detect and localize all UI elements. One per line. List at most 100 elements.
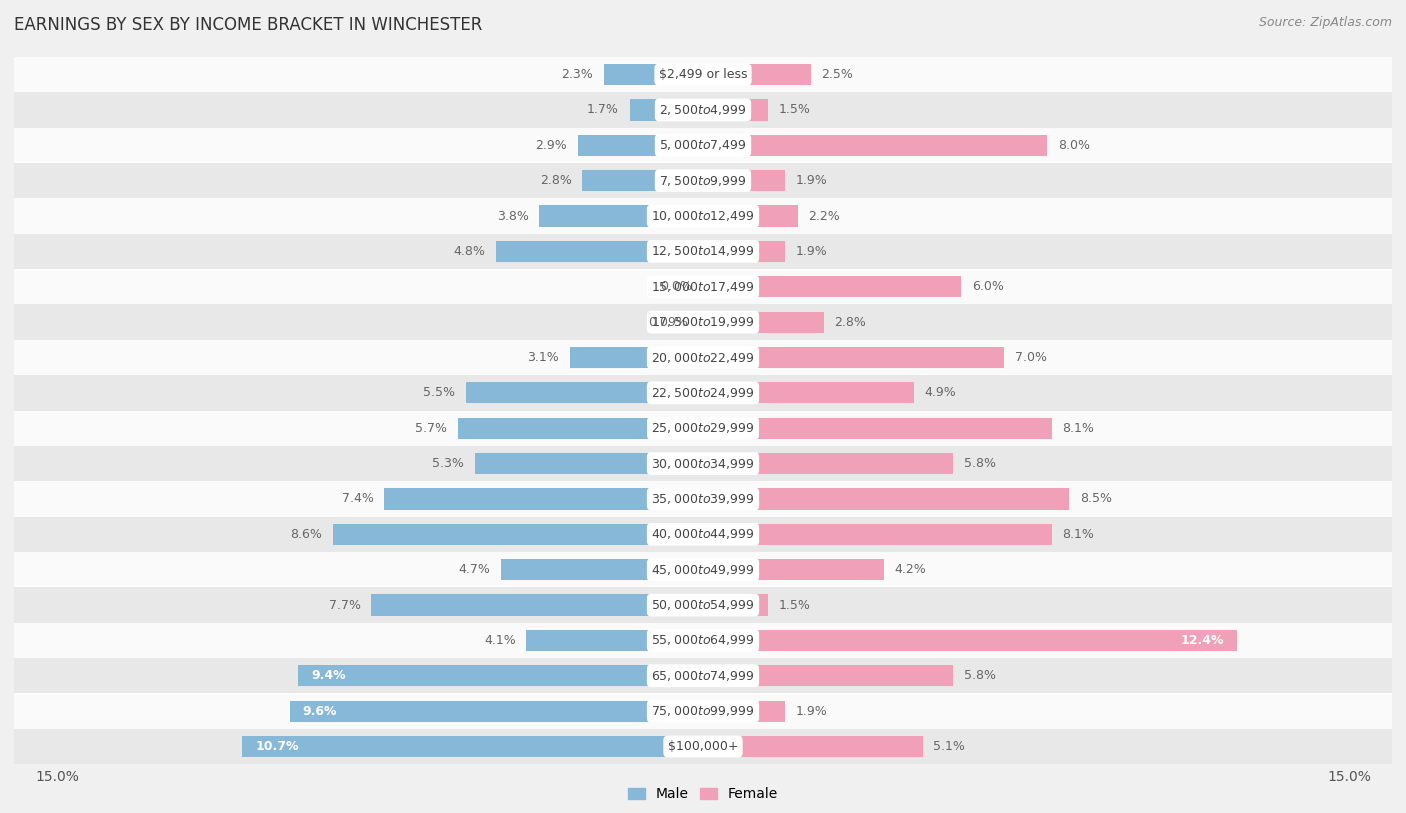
Bar [703, 311, 824, 333]
Text: $45,000 to $49,999: $45,000 to $49,999 [651, 563, 755, 576]
Text: 5.5%: 5.5% [423, 386, 456, 399]
Text: 5.8%: 5.8% [963, 669, 995, 682]
Text: 7.7%: 7.7% [329, 598, 361, 611]
Bar [475, 453, 703, 474]
Bar [0, 269, 1406, 304]
Bar [0, 481, 1406, 517]
Text: $22,500 to $24,999: $22,500 to $24,999 [651, 386, 755, 400]
Text: $55,000 to $64,999: $55,000 to $64,999 [651, 633, 755, 647]
Bar [0, 517, 1406, 552]
Text: 5.8%: 5.8% [963, 457, 995, 470]
Bar [0, 198, 1406, 233]
Bar [703, 241, 785, 262]
Bar [0, 375, 1406, 411]
Text: 5.1%: 5.1% [934, 740, 966, 753]
Text: 9.4%: 9.4% [311, 669, 346, 682]
Bar [630, 99, 703, 120]
Bar [467, 382, 703, 403]
Bar [699, 311, 703, 333]
Bar [0, 57, 1406, 92]
Bar [703, 64, 811, 85]
Text: $10,000 to $12,499: $10,000 to $12,499 [651, 209, 755, 223]
Text: 0.09%: 0.09% [648, 315, 689, 328]
Text: 10.7%: 10.7% [256, 740, 298, 753]
Text: 7.0%: 7.0% [1015, 351, 1047, 364]
Bar [0, 340, 1406, 375]
Text: 5.3%: 5.3% [432, 457, 464, 470]
Bar [333, 524, 703, 545]
Bar [703, 418, 1052, 439]
Text: 4.8%: 4.8% [454, 245, 485, 258]
Text: 1.5%: 1.5% [779, 103, 810, 116]
Bar [496, 241, 703, 262]
Bar [703, 206, 797, 227]
Bar [582, 170, 703, 191]
Text: $2,499 or less: $2,499 or less [659, 68, 747, 81]
Text: 1.7%: 1.7% [588, 103, 619, 116]
Bar [298, 665, 703, 686]
Text: $35,000 to $39,999: $35,000 to $39,999 [651, 492, 755, 506]
Text: 4.7%: 4.7% [458, 563, 489, 576]
Bar [703, 347, 1004, 368]
Text: 5.7%: 5.7% [415, 422, 447, 435]
Bar [703, 99, 768, 120]
Text: $5,000 to $7,499: $5,000 to $7,499 [659, 138, 747, 152]
Text: 1.9%: 1.9% [796, 705, 827, 718]
Text: $65,000 to $74,999: $65,000 to $74,999 [651, 669, 755, 683]
Bar [501, 559, 703, 580]
Text: 4.1%: 4.1% [484, 634, 516, 647]
Text: $15,000 to $17,499: $15,000 to $17,499 [651, 280, 755, 293]
Bar [371, 594, 703, 615]
Text: $75,000 to $99,999: $75,000 to $99,999 [651, 704, 755, 718]
Bar [0, 163, 1406, 198]
Text: 2.3%: 2.3% [561, 68, 593, 81]
Bar [703, 559, 884, 580]
Bar [0, 304, 1406, 340]
Bar [0, 623, 1406, 658]
Bar [578, 135, 703, 156]
Bar [703, 489, 1069, 510]
Text: 7.4%: 7.4% [342, 493, 374, 506]
Text: 4.2%: 4.2% [894, 563, 927, 576]
Bar [0, 92, 1406, 128]
Text: 8.0%: 8.0% [1059, 139, 1090, 152]
Text: 1.9%: 1.9% [796, 245, 827, 258]
Text: 2.8%: 2.8% [540, 174, 572, 187]
Text: 4.9%: 4.9% [925, 386, 956, 399]
Bar [605, 64, 703, 85]
Text: EARNINGS BY SEX BY INCOME BRACKET IN WINCHESTER: EARNINGS BY SEX BY INCOME BRACKET IN WIN… [14, 16, 482, 34]
Text: $7,500 to $9,999: $7,500 to $9,999 [659, 174, 747, 188]
Bar [703, 170, 785, 191]
Text: Source: ZipAtlas.com: Source: ZipAtlas.com [1258, 16, 1392, 29]
Bar [0, 693, 1406, 729]
Bar [703, 630, 1237, 651]
Bar [242, 736, 703, 757]
Text: 8.1%: 8.1% [1063, 528, 1094, 541]
Text: $25,000 to $29,999: $25,000 to $29,999 [651, 421, 755, 435]
Text: 0.0%: 0.0% [661, 280, 692, 293]
Bar [703, 382, 914, 403]
Text: 8.5%: 8.5% [1080, 493, 1112, 506]
Legend: Male, Female: Male, Female [623, 781, 783, 806]
Text: 2.5%: 2.5% [821, 68, 853, 81]
Bar [540, 206, 703, 227]
Bar [0, 587, 1406, 623]
Text: $50,000 to $54,999: $50,000 to $54,999 [651, 598, 755, 612]
Text: 2.8%: 2.8% [834, 315, 866, 328]
Text: 1.5%: 1.5% [779, 598, 810, 611]
Text: $17,500 to $19,999: $17,500 to $19,999 [651, 315, 755, 329]
Bar [0, 446, 1406, 481]
Bar [703, 736, 922, 757]
Text: 2.9%: 2.9% [536, 139, 568, 152]
Bar [703, 701, 785, 722]
Bar [703, 135, 1047, 156]
Text: 3.8%: 3.8% [496, 210, 529, 223]
Bar [703, 453, 953, 474]
Bar [703, 276, 962, 298]
Bar [0, 729, 1406, 764]
Bar [526, 630, 703, 651]
Bar [457, 418, 703, 439]
Bar [0, 128, 1406, 163]
Text: 3.1%: 3.1% [527, 351, 558, 364]
Text: 12.4%: 12.4% [1181, 634, 1225, 647]
